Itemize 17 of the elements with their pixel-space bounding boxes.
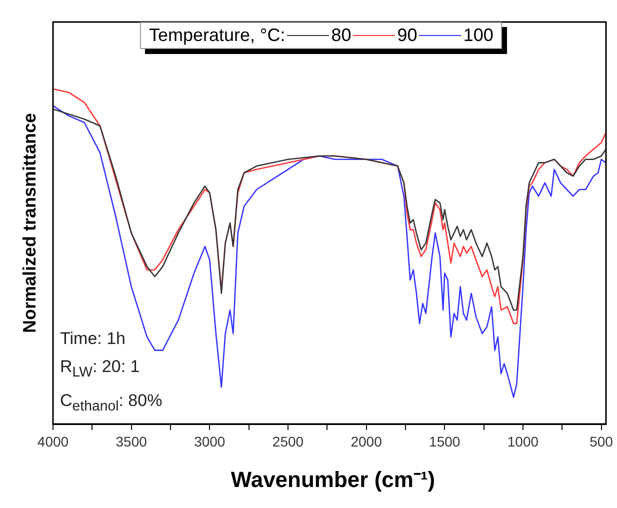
x-tick-label: 1000 xyxy=(507,433,539,450)
y-axis-title: Normalized transmittance xyxy=(20,112,40,334)
x-tick-label: 2500 xyxy=(272,433,304,450)
x-tick-label: 2000 xyxy=(350,433,382,450)
x-tick-label: 3500 xyxy=(116,433,148,450)
legend-label: 90 xyxy=(397,25,418,46)
legend-label: 100 xyxy=(463,25,494,46)
annotation: Time: 1h xyxy=(60,328,127,350)
x-tick-label: 4000 xyxy=(37,433,69,450)
annotation: C$_{ethanol}$: 80% xyxy=(60,390,162,416)
x-axis-title: Wavenumber (cm⁻¹) xyxy=(230,466,436,493)
annotation: R$_{LW}$: 20: 1 xyxy=(60,356,141,383)
x-tick-label: 500 xyxy=(590,433,614,450)
legend-label: 80 xyxy=(331,25,352,46)
legend-title: Temperature, °C: xyxy=(149,25,286,46)
x-tick-label: 3000 xyxy=(194,433,226,450)
x-tick-label: 1500 xyxy=(429,433,460,450)
